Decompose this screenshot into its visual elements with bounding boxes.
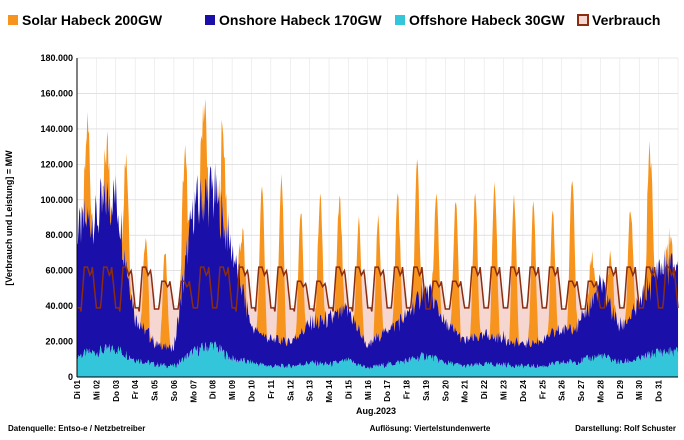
x-tick-label: So 20 xyxy=(441,379,450,401)
x-tick-label: Mo 07 xyxy=(189,379,198,402)
legend: Solar Habeck 200GW Onshore Habeck 170GW … xyxy=(8,12,660,28)
x-tick-label: Mi 16 xyxy=(364,379,373,400)
y-tick-label: 120.000 xyxy=(40,159,73,169)
x-tick-labels: Di 01 Mi 02 Do 03 Fr 04 Sa 05 So 06 Mo 07 Di 08… xyxy=(73,379,664,402)
y-tick-label: 20.000 xyxy=(45,337,73,347)
x-tick-label: Fr 25 xyxy=(538,379,547,399)
y-tick-label: 80.000 xyxy=(45,230,73,240)
x-tick-label: Do 17 xyxy=(383,379,392,401)
x-tick-label: Di 15 xyxy=(344,379,353,399)
x-tick-label: Do 10 xyxy=(248,379,257,401)
x-tick-label: Sa 05 xyxy=(151,379,160,400)
x-tick-label: Fr 11 xyxy=(267,379,276,398)
legend-label-onshore: Onshore Habeck 170GW xyxy=(219,12,382,28)
x-tick-label: Di 22 xyxy=(480,379,489,399)
solar-area xyxy=(77,98,678,353)
y-tick-label: 180.000 xyxy=(40,53,73,63)
verbrauch-line xyxy=(77,266,679,312)
x-tick-label: So 13 xyxy=(306,379,315,401)
legend-swatch-offshore xyxy=(395,15,405,25)
legend-label-verbrauch: Verbrauch xyxy=(592,12,660,28)
x-tick-label: Mi 02 xyxy=(92,379,101,400)
x-tick-label: So 27 xyxy=(577,379,586,401)
x-tick-label: Fr 04 xyxy=(131,379,140,399)
legend-swatch-solar xyxy=(8,15,18,25)
x-tick-label: Sa 19 xyxy=(422,379,431,400)
y-tick-label: 140.000 xyxy=(40,124,73,134)
x-tick-label: Sa 12 xyxy=(286,379,295,400)
legend-swatch-verbrauch xyxy=(577,14,589,26)
y-axis-title: [Verbrauch und Leistung] = MW xyxy=(4,150,14,286)
x-tick-label: Di 29 xyxy=(616,379,625,399)
x-tick-label: Di 01 xyxy=(73,379,82,399)
y-tick-label: 60.000 xyxy=(45,266,73,276)
legend-swatch-onshore xyxy=(205,15,215,25)
stacked-areas xyxy=(77,98,678,377)
x-tick-label: Do 24 xyxy=(519,379,528,401)
x-tick-label: So 06 xyxy=(170,379,179,401)
x-tick-label: Mo 21 xyxy=(461,379,470,402)
x-tick-label: Mo 14 xyxy=(325,379,334,402)
x-tick-label: Di 08 xyxy=(209,379,218,399)
footer-resolution: Auflösung: Viertelstundenwerte xyxy=(370,424,491,433)
y-tick-label: 40.000 xyxy=(45,301,73,311)
y-tick-labels: 0 20.000 40.000 60.000 80.000 100.000 120.000 1… xyxy=(40,53,73,382)
y-tick-label: 160.000 xyxy=(40,88,73,98)
x-tick-label: Sa 26 xyxy=(558,379,567,400)
x-tick-label: Fr 18 xyxy=(403,379,412,399)
onshore-area xyxy=(77,162,678,370)
footer-source: Datenquelle: Entso-e / Netzbetreiber xyxy=(8,424,145,433)
consumption-line xyxy=(77,266,679,312)
axes xyxy=(76,58,678,378)
x-tick-label: Mo 28 xyxy=(597,379,606,402)
x-axis-title: Aug.2023 xyxy=(356,406,396,416)
offshore-area xyxy=(77,341,678,377)
footer-author: Darstellung: Rolf Schuster xyxy=(575,424,676,433)
x-tick-label: Do 31 xyxy=(655,379,664,401)
legend-label-offshore: Offshore Habeck 30GW xyxy=(409,12,565,28)
x-tick-label: Mi 30 xyxy=(635,379,644,400)
y-tick-label: 0 xyxy=(68,372,73,382)
legend-label-solar: Solar Habeck 200GW xyxy=(22,12,163,28)
x-tick-label: Do 03 xyxy=(112,379,121,401)
y-tick-label: 100.000 xyxy=(40,195,73,205)
x-tick-label: Mi 23 xyxy=(500,379,509,400)
x-tick-label: Mi 09 xyxy=(228,379,237,400)
